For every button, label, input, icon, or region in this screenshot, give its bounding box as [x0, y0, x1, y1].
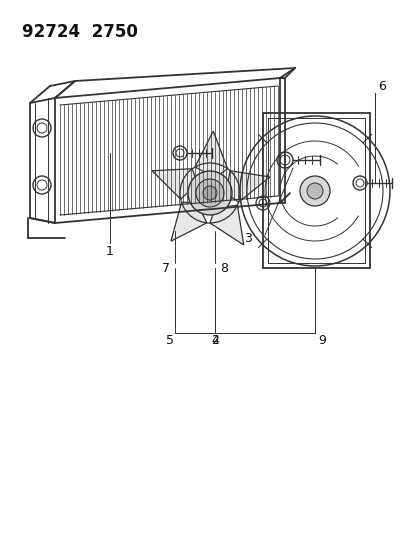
Text: 7: 7 — [161, 262, 170, 274]
Text: 3: 3 — [244, 231, 252, 245]
Text: 6: 6 — [377, 79, 385, 93]
Text: 1: 1 — [106, 245, 114, 257]
Polygon shape — [225, 171, 269, 202]
Text: 8: 8 — [219, 262, 228, 274]
Text: 9: 9 — [317, 335, 325, 348]
Text: 4: 4 — [211, 335, 218, 348]
Polygon shape — [209, 205, 243, 245]
Text: 5: 5 — [166, 335, 173, 348]
Text: 2: 2 — [211, 335, 218, 348]
Text: 92724  2750: 92724 2750 — [22, 23, 138, 41]
Polygon shape — [171, 202, 206, 241]
Polygon shape — [152, 169, 197, 199]
Circle shape — [202, 186, 216, 200]
Circle shape — [306, 183, 322, 199]
Circle shape — [299, 176, 329, 206]
Circle shape — [188, 171, 231, 215]
Circle shape — [195, 179, 223, 207]
Polygon shape — [195, 131, 227, 178]
